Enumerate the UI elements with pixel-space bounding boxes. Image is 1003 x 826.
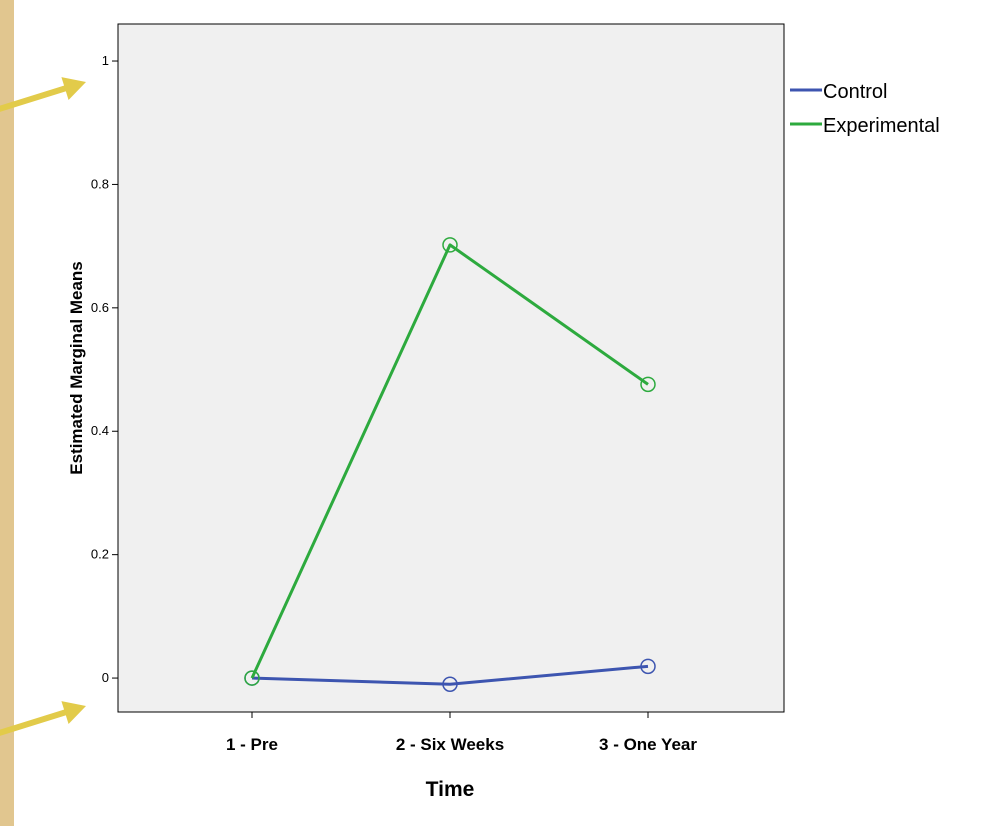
series-line-experimental (250, 243, 649, 679)
data-point-experimental (442, 237, 458, 253)
x-tick-label: 1 - Pre (226, 735, 278, 754)
legend-label-experimental: Experimental (823, 115, 940, 137)
data-point-control (442, 676, 458, 692)
chart-card: 0 0.2 0.4 0.6 0.8 1 1 - Pre 2 - Six Weeks 3 - O… (14, 0, 1003, 826)
series-layer (244, 237, 656, 692)
y-tick-label: 1 (102, 53, 109, 68)
y-tick-label: 0.4 (91, 423, 109, 438)
x-tick-label: 3 - One Year (599, 735, 697, 754)
data-point-control (640, 658, 656, 675)
y-tick-label: 0.6 (91, 300, 109, 315)
plot-area (117, 23, 785, 713)
x-axis-title: Time (426, 778, 475, 801)
x-tick-label: 2 - Six Weeks (396, 735, 504, 754)
line-chart: 0 0.2 0.4 0.6 0.8 1 1 - Pre 2 - Six Weeks 3 - O… (67, 23, 940, 801)
legend-label-control: Control (823, 81, 887, 103)
series-line-control (251, 664, 649, 686)
y-tick-label: 0.8 (91, 176, 109, 191)
y-tick-label: 0.2 (91, 547, 109, 562)
data-point-experimental (244, 670, 260, 686)
y-tick-label: 0 (102, 670, 109, 685)
x-axis: 1 - Pre 2 - Six Weeks 3 - One Year (226, 712, 697, 754)
data-point-experimental (640, 376, 656, 393)
y-axis: 0 0.2 0.4 0.6 0.8 1 (91, 53, 118, 685)
y-axis-title: Estimated Marginal Means (67, 261, 86, 475)
legend: Control Experimental (790, 81, 940, 137)
